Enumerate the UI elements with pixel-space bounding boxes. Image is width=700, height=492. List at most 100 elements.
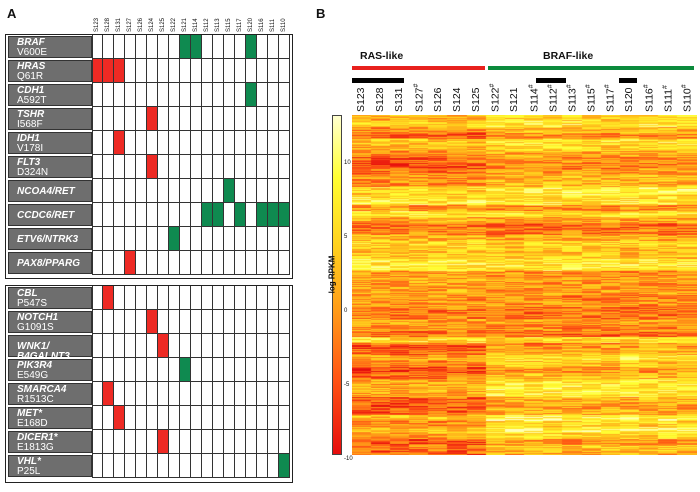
gene-label: CDH1 A592T (8, 84, 92, 106)
heatmap-column-label: S125 (470, 87, 482, 112)
mutation-cell (257, 358, 268, 382)
mutation-cell (125, 227, 136, 251)
mutation-cell (103, 83, 114, 107)
mutation-cell (268, 358, 279, 382)
mutation-cell (224, 203, 235, 227)
gene-name: BRAF (17, 37, 45, 48)
bottom-mutation-grid: CBL P547S NOTCH1 G1091S WNK1/ B4GALNT3 PIK3R4… (5, 285, 293, 483)
mutation-cell (103, 251, 114, 275)
mutation-cell (147, 334, 158, 358)
mutation-cell (224, 334, 235, 358)
mutation-cell (257, 227, 268, 251)
mutation-cell (224, 83, 235, 107)
mutation-cell (191, 59, 202, 83)
gene-label: BRAF V600E (8, 36, 92, 58)
heatmap-column-label: S112# (546, 84, 560, 112)
mutation-cell (125, 334, 136, 358)
mutation-cell (158, 382, 169, 406)
mutation-cell (268, 59, 279, 83)
mutation-cell (191, 406, 202, 430)
fusion-mark: # (546, 84, 554, 89)
mutation-cell (158, 35, 169, 59)
mutation-cell (169, 131, 180, 155)
variant-name: P547S (17, 298, 48, 309)
mutation-cell (158, 131, 169, 155)
mutation-cell (103, 310, 114, 334)
mutation-cell (257, 406, 268, 430)
mutation-cell (103, 358, 114, 382)
colorbar-tick: 5 (344, 234, 348, 240)
mutation-cell (114, 382, 125, 406)
mutation-cell (257, 107, 268, 131)
heatmap-column-label: S117# (604, 84, 617, 112)
mutation-cell (136, 83, 147, 107)
sample-label: S125 (160, 17, 166, 32)
mutation-cell (158, 59, 169, 83)
mutation-cell (103, 107, 114, 131)
mutation-cell (202, 358, 213, 382)
mutation-cell (180, 59, 191, 83)
mutation-cell (114, 83, 125, 107)
gene-label: DICER1* E1813G (8, 431, 92, 453)
mutation-cell (246, 155, 257, 179)
fusion-mark: # (680, 84, 688, 89)
heatmap-column-label: S121 (508, 87, 521, 112)
mutation-cell (235, 454, 246, 478)
heatmap-column-label: S111# (661, 85, 675, 112)
sample-label: S113 (215, 18, 221, 32)
gene-name: CDH1 (17, 85, 45, 96)
mutation-cell (235, 430, 246, 454)
colorbar-label: log RPKM (327, 255, 337, 294)
mutation-cell (169, 203, 180, 227)
mutation-row: BRAF V600E (6, 35, 290, 59)
mutation-cell (180, 334, 191, 358)
mutation-cell (180, 454, 191, 478)
gene-name: WNK1/ B4GALNT3 (17, 341, 70, 362)
variant-name: D324N (17, 167, 49, 178)
mutation-cell (279, 155, 290, 179)
mutation-cell (213, 179, 224, 203)
mutation-cell (92, 179, 103, 203)
mutation-cell (158, 251, 169, 275)
mutation-cell (213, 83, 224, 107)
gene-name: CBL (17, 288, 38, 299)
mutation-cell (279, 203, 290, 227)
mutation-cell (202, 382, 213, 406)
mutation-cell (158, 358, 169, 382)
cluster-bar-3 (619, 78, 637, 83)
mutation-cell (268, 251, 279, 275)
mutation-cell (257, 59, 268, 83)
cluster-bar-2 (536, 78, 566, 83)
mutation-cell (235, 334, 246, 358)
mutation-cell (169, 35, 180, 59)
heatmap-column-label: S123 (355, 87, 367, 112)
heatmap-column-label: S115# (585, 84, 598, 112)
variant-name: E1813G (17, 442, 54, 453)
mutation-cell (169, 430, 180, 454)
mutation-cell (279, 107, 290, 131)
mutation-cell (103, 334, 114, 358)
fusion-mark: # (585, 84, 592, 89)
mutation-cell (114, 251, 125, 275)
mutation-cell (191, 334, 202, 358)
mutation-cell (246, 406, 257, 430)
sample-label: S121 (182, 17, 188, 32)
mutation-cell (92, 83, 103, 107)
mutation-cell (235, 203, 246, 227)
mutation-row: FLT3 D324N (6, 155, 290, 179)
variant-name: V600E (17, 47, 48, 58)
mutation-cell (191, 83, 202, 107)
mutation-cell (169, 382, 180, 406)
mutation-cell (125, 203, 136, 227)
sample-label: S126 (138, 17, 144, 32)
mutation-cell (103, 406, 114, 430)
mutation-cell (268, 334, 279, 358)
variant-name: E549G (17, 370, 49, 381)
mutation-cell (103, 35, 114, 59)
heatmap-column-label: S126 (431, 87, 444, 112)
mutation-cell (246, 131, 257, 155)
mutation-cell (191, 179, 202, 203)
sample-label: S123 (94, 17, 100, 32)
mutation-cell (114, 406, 125, 430)
colorbar-tick: -10 (344, 456, 353, 462)
